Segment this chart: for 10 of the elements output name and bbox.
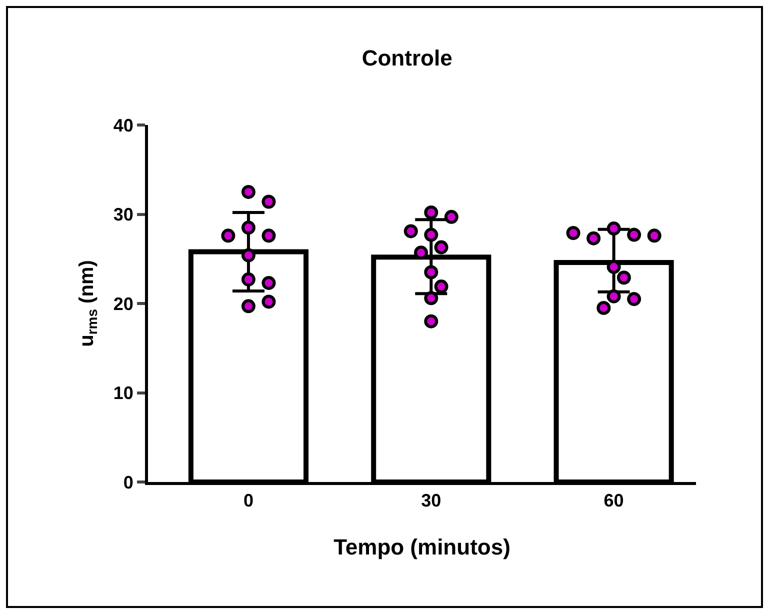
y-tick-label: 10 — [113, 383, 134, 404]
y-tick-label: 30 — [113, 204, 134, 225]
y-tick-label: 0 — [123, 472, 134, 492]
x-tick-label: 60 — [604, 490, 624, 511]
y-tick-label: 40 — [113, 115, 134, 136]
chart-title: Controle — [362, 45, 452, 70]
x-tick-label: 30 — [421, 490, 442, 511]
x-tick-label: 0 — [243, 490, 254, 511]
x-axis-title: Tempo (minutos) — [334, 534, 510, 560]
y-tick-label: 20 — [113, 294, 134, 314]
